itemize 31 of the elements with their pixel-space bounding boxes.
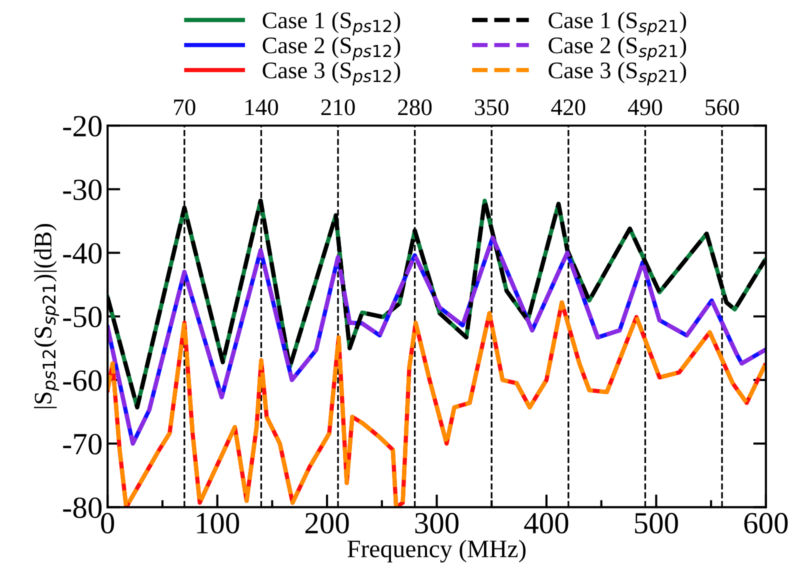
legend-label: Case 1 (S$_{sp21}$) (548, 12, 686, 36)
legend-label: Case 3 (S$_{sp21}$) (548, 62, 686, 86)
x-tick-label: 200 (305, 512, 349, 534)
x2-tick-label: 420 (551, 99, 586, 116)
x2-tick-label: 280 (398, 99, 432, 116)
legend-label: Case 2 (S$_{sp21}$) (548, 36, 686, 60)
x2-tick-label: 140 (246, 99, 278, 116)
x-axis-title: Frequency (MHz) (348, 540, 526, 562)
legend-label: Case 1 (S$_{ps12}$) (262, 12, 400, 36)
x-tick-label: 300 (415, 512, 459, 534)
x-tick-label: 400 (524, 512, 568, 534)
x-tick-label: 600 (744, 512, 788, 534)
x2-tick-label: 350 (475, 99, 508, 116)
legend-label: Case 3 (S$_{ps12}$) (262, 62, 400, 86)
x2-tick-label: 490 (628, 99, 662, 116)
y-tick-label: -70 (63, 434, 102, 454)
y-tick-label: -80 (63, 497, 102, 518)
x2-tick-label: 560 (706, 99, 739, 116)
x-tick-label: 100 (197, 512, 240, 534)
x-tick-label: 0 (101, 512, 114, 534)
x-tick-label: 500 (635, 512, 678, 534)
x2-tick-label: 70 (174, 99, 196, 116)
y-tick-label: -40 (63, 243, 102, 264)
legend-label: Case 2 (S$_{ps12}$) (262, 36, 400, 60)
line-series (108, 235, 766, 446)
y-tick-label: -20 (63, 116, 102, 137)
y-tick-label: -50 (63, 306, 102, 328)
y-tick-label: -60 (63, 370, 102, 391)
x2-tick-label: 210 (321, 99, 355, 116)
y-tick-label: -30 (63, 179, 102, 200)
y-axis-title: |S$_{ps12}$(S$_{sp21}$)|(dB) (34, 224, 60, 408)
